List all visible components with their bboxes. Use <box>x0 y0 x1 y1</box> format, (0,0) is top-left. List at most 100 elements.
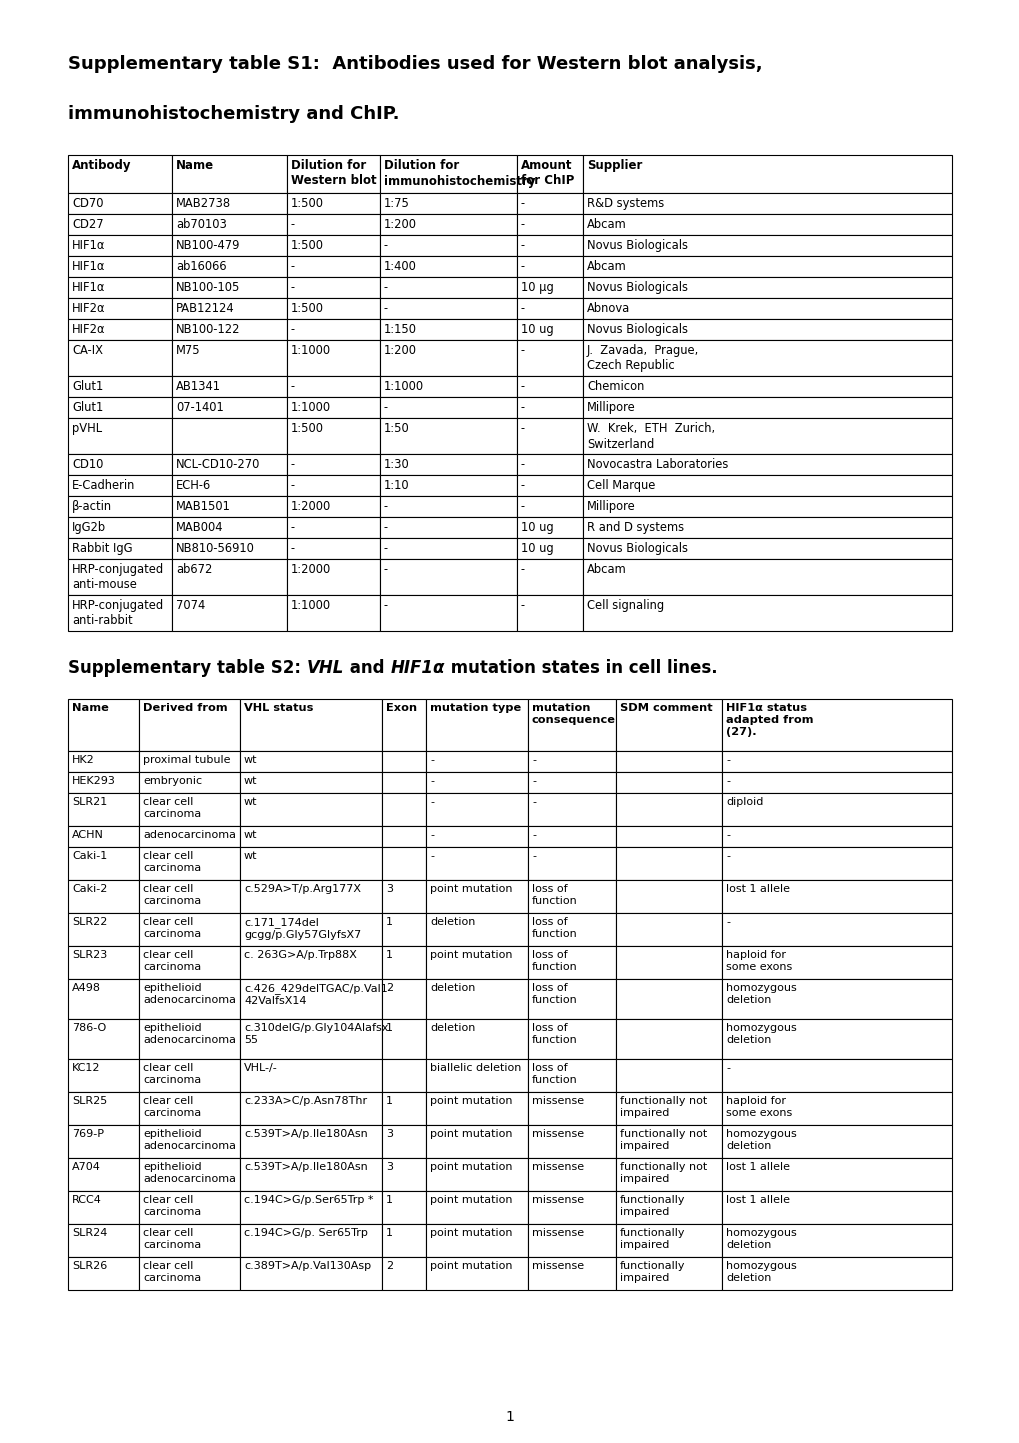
Text: 1: 1 <box>505 1410 514 1424</box>
Text: HIF1α status
adapted from
(27).: HIF1α status adapted from (27). <box>726 703 813 737</box>
Text: -: - <box>383 501 388 514</box>
Bar <box>380 496 517 517</box>
Text: mutation
consequence: mutation consequence <box>532 703 615 724</box>
Text: HRP-conjugated
anti-mouse: HRP-conjugated anti-mouse <box>72 563 164 592</box>
Bar <box>139 750 239 772</box>
Text: -: - <box>726 830 730 840</box>
Bar <box>68 1126 139 1157</box>
Bar <box>68 299 172 319</box>
Text: homozygous
deletion: homozygous deletion <box>726 1128 796 1152</box>
Text: CA-IX: CA-IX <box>72 343 103 356</box>
Bar <box>286 455 380 475</box>
Text: missense: missense <box>532 1261 584 1271</box>
Bar <box>382 1019 426 1059</box>
Text: point mutation: point mutation <box>430 1195 512 1205</box>
Bar <box>286 255 380 277</box>
Bar <box>172 397 286 418</box>
Text: -: - <box>521 343 525 356</box>
Text: missense: missense <box>532 1162 584 1172</box>
Text: -: - <box>521 599 525 612</box>
Text: 2: 2 <box>385 983 392 993</box>
Text: Novocastra Laboratories: Novocastra Laboratories <box>586 457 728 470</box>
Bar <box>528 750 615 772</box>
Text: and: and <box>343 659 390 677</box>
Text: VHL status: VHL status <box>244 703 313 713</box>
Text: haploid for
some exons: haploid for some exons <box>726 1097 792 1118</box>
Text: Amount
for ChIP: Amount for ChIP <box>521 159 574 188</box>
Bar <box>380 235 517 255</box>
Bar <box>380 517 517 538</box>
Bar <box>239 1257 382 1290</box>
Bar <box>68 1257 139 1290</box>
Bar <box>380 214 517 235</box>
Bar <box>172 538 286 558</box>
Text: Cell signaling: Cell signaling <box>586 599 663 612</box>
Bar <box>286 235 380 255</box>
Text: wt: wt <box>244 776 257 786</box>
Text: NCL-CD10-270: NCL-CD10-270 <box>176 457 260 470</box>
Bar <box>615 1157 721 1190</box>
Text: lost 1 allele: lost 1 allele <box>726 885 790 895</box>
Text: 1:10: 1:10 <box>383 479 410 492</box>
Bar <box>517 475 583 496</box>
Text: Caki-1: Caki-1 <box>72 851 107 861</box>
Text: NB100-105: NB100-105 <box>176 281 240 294</box>
Bar <box>382 698 426 750</box>
Text: 1:30: 1:30 <box>383 457 410 470</box>
Text: Novus Biologicals: Novus Biologicals <box>586 281 688 294</box>
Text: adenocarcinoma: adenocarcinoma <box>143 830 235 840</box>
Bar <box>583 455 951 475</box>
Bar <box>583 496 951 517</box>
Bar <box>139 1157 239 1190</box>
Bar <box>426 1019 528 1059</box>
Text: HIF1α: HIF1α <box>390 659 444 677</box>
Bar <box>286 377 380 397</box>
Text: E-Cadherin: E-Cadherin <box>72 479 136 492</box>
Text: -: - <box>290 380 294 392</box>
Bar <box>68 978 139 1019</box>
Bar <box>583 538 951 558</box>
Bar <box>528 794 615 825</box>
Text: -: - <box>383 543 388 556</box>
Bar <box>382 1092 426 1126</box>
Text: VHL-/-: VHL-/- <box>244 1063 277 1074</box>
Bar <box>139 880 239 913</box>
Bar <box>583 319 951 341</box>
Text: mutation type: mutation type <box>430 703 521 713</box>
Bar <box>139 1092 239 1126</box>
Text: loss of
function: loss of function <box>532 983 577 1004</box>
Text: -: - <box>290 218 294 231</box>
Text: 3: 3 <box>385 1128 392 1139</box>
Text: 10 ug: 10 ug <box>521 521 553 534</box>
Text: IgG2b: IgG2b <box>72 521 106 534</box>
Text: clear cell
carcinoma: clear cell carcinoma <box>143 1228 201 1250</box>
Bar <box>139 1224 239 1257</box>
Text: missense: missense <box>532 1195 584 1205</box>
Bar <box>721 1257 951 1290</box>
Bar <box>583 475 951 496</box>
Text: 1:400: 1:400 <box>383 260 417 273</box>
Bar <box>68 1019 139 1059</box>
Text: 1: 1 <box>385 916 392 926</box>
Bar <box>426 1190 528 1224</box>
Bar <box>615 794 721 825</box>
Bar <box>239 794 382 825</box>
Text: R&D systems: R&D systems <box>586 198 663 211</box>
Text: Novus Biologicals: Novus Biologicals <box>586 543 688 556</box>
Text: Abcam: Abcam <box>586 260 626 273</box>
Text: Novus Biologicals: Novus Biologicals <box>586 323 688 336</box>
Text: 1:1000: 1:1000 <box>383 380 424 392</box>
Bar <box>426 1059 528 1092</box>
Text: wt: wt <box>244 755 257 765</box>
Text: -: - <box>532 830 535 840</box>
Text: homozygous
deletion: homozygous deletion <box>726 1261 796 1283</box>
Text: SDM comment: SDM comment <box>620 703 712 713</box>
Text: homozygous
deletion: homozygous deletion <box>726 1023 796 1045</box>
Bar <box>172 277 286 299</box>
Bar <box>426 880 528 913</box>
Bar <box>172 255 286 277</box>
Bar <box>380 538 517 558</box>
Bar <box>517 558 583 595</box>
Text: Glut1: Glut1 <box>72 380 103 392</box>
Bar <box>721 1190 951 1224</box>
